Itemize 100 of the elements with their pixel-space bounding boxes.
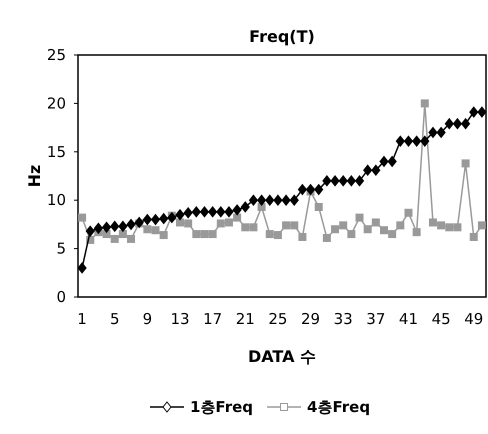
point [200,206,209,218]
point [477,106,486,118]
point [461,118,470,130]
y-tick-label: 5 [56,240,66,258]
point [118,220,128,232]
point [224,206,234,218]
x-tick-label: 21 [236,310,255,328]
x-tick-label: 25 [268,310,288,328]
point [355,175,364,186]
point [428,218,437,226]
x-tick-label: 9 [142,310,152,328]
point [388,156,397,167]
point [127,234,136,243]
legend-label: 1층Freq [190,398,254,416]
point [143,225,152,234]
point [78,262,87,274]
point [224,218,233,226]
point [110,234,119,243]
x-tick-label: 33 [334,310,353,328]
point [232,204,242,216]
point [412,228,421,236]
point [298,184,307,196]
point [298,232,306,241]
point [322,175,332,186]
point [200,230,208,238]
point [167,212,176,224]
legend-label: 4층Freq [307,398,370,416]
point [428,126,438,138]
point [266,230,274,238]
point [380,226,388,234]
point [184,207,193,218]
point [330,175,340,186]
point [444,118,454,130]
x-tick-label: 37 [366,310,386,328]
x-tick-label: 29 [301,310,320,328]
point [372,218,380,226]
point [346,175,356,186]
y-tick-label: 0 [56,288,66,306]
point [216,219,225,228]
point [306,184,316,196]
point [240,201,250,212]
point [436,126,446,138]
point [216,206,226,218]
point [94,222,103,234]
point [412,136,422,147]
point [273,194,282,206]
point [347,230,356,238]
point [176,218,184,226]
point [78,214,86,222]
point [282,221,290,230]
point [452,118,462,130]
point [290,221,298,230]
point [478,221,486,230]
point [404,208,412,217]
point [118,230,127,238]
point [290,194,299,206]
point [265,194,274,206]
point [469,106,478,118]
x-tick-label: 49 [464,310,484,328]
point [160,231,168,240]
point [110,220,120,232]
point [152,226,160,234]
point [331,225,340,234]
point [192,230,200,238]
point [371,164,380,176]
point [322,234,331,242]
x-tick-label: 41 [398,310,418,328]
x-tick-label: 13 [170,310,190,328]
point [151,214,160,226]
point [176,209,184,220]
point [184,219,192,228]
point [470,232,478,241]
point [364,225,372,234]
point [445,223,454,232]
point [142,214,152,226]
point [404,136,413,147]
point [356,214,364,222]
point [453,223,462,232]
point [462,159,470,168]
point [126,218,136,230]
point [233,214,242,222]
y-tick-label: 20 [46,94,66,112]
point [437,221,446,230]
x-axis-title: DATA 수 [248,347,316,366]
point [257,194,266,206]
y-tick-label: 15 [46,142,66,161]
point [208,206,218,218]
point [134,216,144,228]
y-tick-label: 25 [46,46,66,64]
point [339,221,348,230]
point [208,230,217,238]
point [363,164,372,176]
point [86,226,95,237]
point [314,202,323,211]
point [102,222,112,233]
point [420,136,430,147]
point [274,231,282,240]
point [380,156,388,167]
x-tick-label: 17 [203,310,222,328]
point [338,175,348,186]
